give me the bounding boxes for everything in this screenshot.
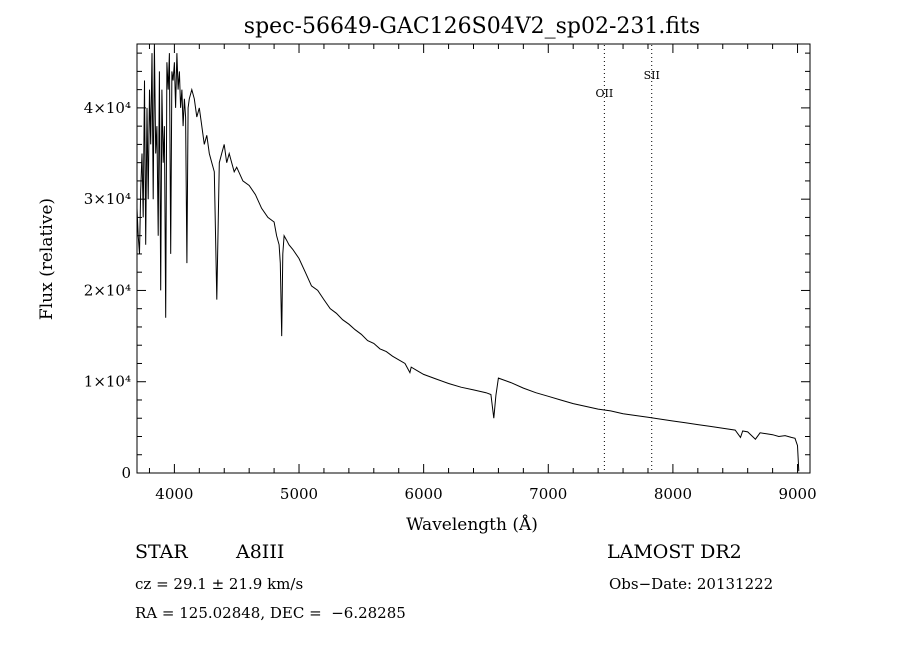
y-tick-label: 2×10⁴ (84, 281, 131, 299)
observation-date: Obs−Date: 20131222 (609, 575, 774, 593)
object-class: STAR (135, 541, 188, 563)
marker-label: SII (644, 69, 660, 82)
object-subclass: A8III (236, 541, 285, 563)
x-axis-label: Wavelength (Å) (406, 514, 538, 535)
y-tick-label: 4×10⁴ (84, 99, 131, 117)
redshift-cz: cz = 29.1 ± 21.9 km/s (135, 575, 304, 593)
y-tick-label: 0 (121, 464, 131, 482)
spectrum-series-line (136, 43, 800, 472)
ra-dec-coordinates: RA = 125.02848, DEC = −6.28285 (135, 604, 406, 622)
x-axis-ticks: 4000 5000 6000 7000 8000 9000 (148, 44, 817, 503)
plot-frame (136, 43, 811, 474)
x-tick-label: 4000 (155, 485, 193, 503)
x-tick-label: 9000 (778, 485, 816, 503)
survey-name: LAMOST DR2 (607, 541, 742, 563)
x-tick-label: 6000 (405, 485, 443, 503)
y-tick-label: 1×10⁴ (84, 373, 131, 391)
y-axis-ticks: 0 1×10⁴ 2×10⁴ 3×10⁴ 4×10⁴ (84, 52, 810, 482)
emission-line-markers: OII SII (596, 45, 660, 472)
x-tick-label: 5000 (280, 485, 318, 503)
chart-title: spec-56649-GAC126S04V2_sp02-231.fits (244, 14, 700, 39)
x-tick-label: 7000 (529, 485, 567, 503)
x-tick-label: 8000 (654, 485, 692, 503)
y-tick-label: 3×10⁴ (84, 190, 131, 208)
y-axis-label: Flux (relative) (37, 198, 57, 320)
marker-label: OII (596, 87, 614, 100)
